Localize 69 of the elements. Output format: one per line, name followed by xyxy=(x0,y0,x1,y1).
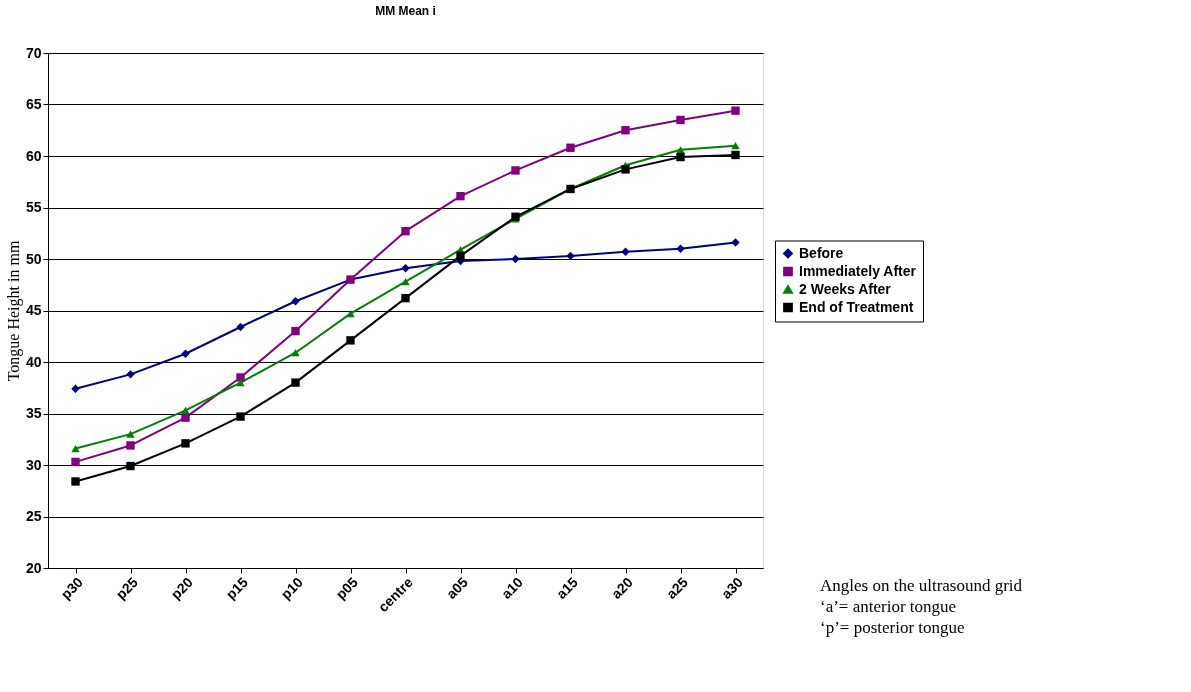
point xyxy=(401,264,410,273)
chart-title: MM Mean i xyxy=(375,4,436,18)
point xyxy=(456,191,465,201)
point xyxy=(456,251,465,261)
y-tick-label: 50 xyxy=(25,250,42,267)
point xyxy=(401,293,410,303)
point xyxy=(346,336,355,345)
point xyxy=(126,461,135,471)
text: Angles on the ultrasound grid xyxy=(820,576,1023,595)
point xyxy=(181,406,190,415)
point xyxy=(291,326,300,336)
point xyxy=(291,297,300,306)
y-tick-label: 55 xyxy=(25,199,42,215)
point xyxy=(676,146,685,154)
y-tick-label: 20 xyxy=(25,559,42,576)
point xyxy=(676,244,685,253)
point xyxy=(181,439,190,448)
point xyxy=(676,115,685,125)
point xyxy=(126,370,135,379)
point xyxy=(731,150,740,160)
point xyxy=(236,412,245,421)
point xyxy=(126,430,135,438)
point xyxy=(291,349,300,357)
point xyxy=(236,373,245,382)
point xyxy=(621,247,630,256)
point xyxy=(511,166,520,175)
point xyxy=(181,413,190,422)
point xyxy=(236,378,245,387)
text: ‘p’= posterior tongue xyxy=(820,618,965,637)
point xyxy=(401,278,410,286)
x-tick-label: a25 xyxy=(663,573,692,602)
point xyxy=(236,322,245,332)
point xyxy=(71,444,80,453)
x-tick-label: a30 xyxy=(718,573,747,602)
point xyxy=(676,152,685,162)
y-tick-label: 35 xyxy=(25,405,42,421)
y-tick-label: 70 xyxy=(25,44,42,61)
legend-label: 2 Weeks After xyxy=(799,280,892,297)
point xyxy=(731,142,740,150)
x-tick-label: a15 xyxy=(553,573,582,602)
point xyxy=(621,165,630,174)
y-tick-label: 45 xyxy=(25,302,42,318)
point xyxy=(731,106,740,115)
text: ‘a’= anterior tongue xyxy=(820,597,957,616)
point xyxy=(511,254,520,264)
legend-label: Before xyxy=(799,244,844,261)
point xyxy=(731,238,740,247)
legend-label: End of Treatment xyxy=(799,298,914,315)
x-tick-label: a10 xyxy=(498,573,527,602)
y-axis-title: Tongue Height in mm xyxy=(4,240,23,382)
x-tick-label: a05 xyxy=(443,573,472,602)
point xyxy=(566,143,575,152)
x-tick-label: a20 xyxy=(608,573,637,602)
point xyxy=(71,457,80,467)
point xyxy=(346,309,355,318)
y-tick-label: 65 xyxy=(25,96,42,112)
y-tick-label: 25 xyxy=(25,508,42,524)
y-tick-label: 60 xyxy=(25,147,42,164)
point xyxy=(181,349,190,358)
y-tick-label: 30 xyxy=(25,456,42,473)
point xyxy=(291,378,300,387)
point xyxy=(566,251,575,261)
point xyxy=(71,384,80,393)
point xyxy=(71,477,80,486)
point xyxy=(126,441,135,450)
legend-label: Immediately After xyxy=(799,262,917,279)
y-tick-label: 40 xyxy=(25,353,42,370)
point xyxy=(621,126,630,135)
point xyxy=(401,227,410,236)
